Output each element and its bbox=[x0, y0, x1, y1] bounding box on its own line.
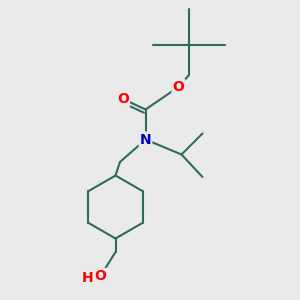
Text: O: O bbox=[94, 269, 106, 283]
Text: O: O bbox=[117, 92, 129, 106]
Text: O: O bbox=[172, 80, 184, 94]
Text: N: N bbox=[140, 133, 151, 146]
Text: H: H bbox=[82, 271, 94, 284]
